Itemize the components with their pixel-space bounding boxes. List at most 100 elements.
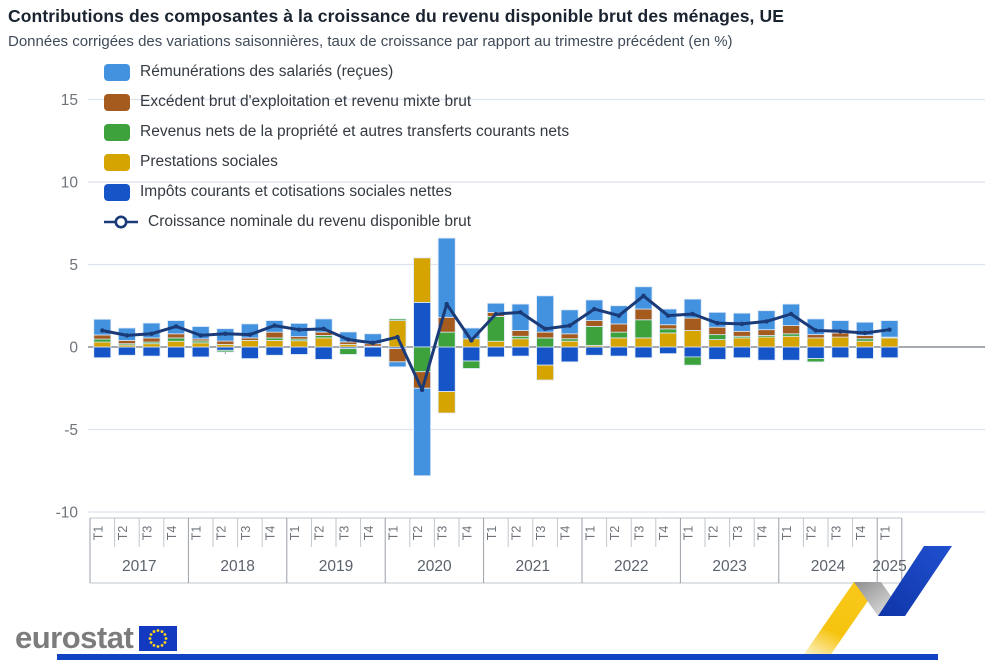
bar-segment-series3[interactable] <box>560 333 579 340</box>
bar-segment-series0[interactable] <box>610 346 628 357</box>
bar-segment-series1[interactable] <box>659 332 677 348</box>
bar-segment-series1[interactable] <box>831 336 850 348</box>
bar-segment-series0[interactable] <box>290 346 309 355</box>
bar-segment-series1[interactable] <box>782 335 800 348</box>
bar-segment-series1[interactable] <box>733 337 751 348</box>
line-point-marker[interactable] <box>149 331 154 336</box>
bar-segment-series0[interactable] <box>708 346 727 360</box>
bar-segment-series3[interactable] <box>118 339 136 345</box>
bar-segment-series2[interactable] <box>339 348 358 355</box>
bar-segment-series0[interactable] <box>314 346 333 360</box>
bar-segment-series3[interactable] <box>511 330 530 337</box>
bar-segment-series2[interactable] <box>806 358 825 363</box>
bar-segment-series0[interactable] <box>265 346 284 356</box>
bar-segment-series3[interactable] <box>806 334 825 339</box>
bar-segment-series0[interactable] <box>856 346 874 359</box>
bar-segment-series3[interactable] <box>93 334 112 340</box>
line-point-marker[interactable] <box>223 331 228 336</box>
bar-segment-series0[interactable] <box>831 346 850 359</box>
bar-segment-series3[interactable] <box>782 325 800 335</box>
legend-item[interactable]: Rémunérations des salariés (reçues) <box>104 60 569 84</box>
bar-segment-series0[interactable] <box>142 346 161 357</box>
bar-segment-series0[interactable] <box>585 346 604 356</box>
line-point-marker[interactable] <box>198 333 203 338</box>
bar-segment-series3[interactable] <box>708 326 727 336</box>
line-point-marker[interactable] <box>715 320 720 326</box>
line-point-marker[interactable] <box>788 311 794 317</box>
line-point-marker[interactable] <box>542 326 548 332</box>
bar-segment-series0[interactable] <box>216 346 235 351</box>
bar-segment-series3[interactable] <box>265 331 284 339</box>
bar-segment-series0[interactable] <box>462 346 481 362</box>
bar-segment-series3[interactable] <box>216 340 235 345</box>
line-point-marker[interactable] <box>346 337 351 342</box>
line-point-marker[interactable] <box>272 323 277 328</box>
line-point-marker[interactable] <box>444 301 449 307</box>
line-point-marker[interactable] <box>641 293 646 299</box>
line-point-marker[interactable] <box>838 329 843 334</box>
legend-item[interactable]: Croissance nominale du revenu disponible… <box>104 210 569 234</box>
bar-segment-series2[interactable] <box>93 338 112 343</box>
bar-segment-series3[interactable] <box>167 333 186 339</box>
bar-segment-series3[interactable] <box>610 323 628 333</box>
bar-segment-series3[interactable] <box>634 308 653 321</box>
bar-segment-series2[interactable] <box>683 356 702 366</box>
bar-segment-series2[interactable] <box>216 349 235 353</box>
bar-segment-series0[interactable] <box>683 346 702 358</box>
bar-segment-series1[interactable] <box>511 338 530 348</box>
line-point-marker[interactable] <box>690 311 695 317</box>
bar-segment-series3[interactable] <box>659 324 677 330</box>
bar-segment-series0[interactable] <box>437 346 456 392</box>
bar-segment-series1[interactable] <box>191 342 210 348</box>
line-point-marker[interactable] <box>764 319 769 324</box>
line-point-marker[interactable] <box>296 327 302 332</box>
bar-segment-series4[interactable] <box>560 309 579 335</box>
bar-segment-series0[interactable] <box>363 346 382 358</box>
bar-segment-series0[interactable] <box>560 346 579 363</box>
bar-segment-series1[interactable] <box>437 391 456 414</box>
bar-segment-series1[interactable] <box>167 340 186 348</box>
line-point-marker[interactable] <box>862 330 868 336</box>
bar-segment-series3[interactable] <box>856 335 874 340</box>
bar-segment-series1[interactable] <box>757 336 776 348</box>
bar-segment-series3[interactable] <box>585 320 604 327</box>
bar-segment-series2[interactable] <box>437 331 456 348</box>
bar-segment-series1[interactable] <box>486 340 505 348</box>
bar-segment-series0[interactable] <box>757 346 776 361</box>
line-point-marker[interactable] <box>616 313 622 318</box>
bar-segment-series2[interactable] <box>585 325 604 346</box>
bar-segment-series3[interactable] <box>733 330 751 337</box>
line-point-marker[interactable] <box>813 328 818 333</box>
bar-segment-series1[interactable] <box>806 337 825 348</box>
bar-segment-series0[interactable] <box>511 346 530 357</box>
bar-segment-series1[interactable] <box>142 343 161 348</box>
bar-segment-series1[interactable] <box>560 340 579 348</box>
bar-segment-series1[interactable] <box>240 339 259 348</box>
line-point-marker[interactable] <box>567 323 572 328</box>
bar-segment-series1[interactable] <box>536 364 554 381</box>
bar-segment-series1[interactable] <box>314 337 333 348</box>
bar-segment-series0[interactable] <box>880 346 899 359</box>
bar-segment-series0[interactable] <box>782 346 800 361</box>
bar-segment-series3[interactable] <box>683 317 702 331</box>
bar-segment-series1[interactable] <box>610 337 628 348</box>
bar-segment-series1[interactable] <box>683 330 702 348</box>
bar-segment-series2[interactable] <box>708 334 727 340</box>
legend-item[interactable]: Impôts courants et cotisations sociales … <box>104 180 569 204</box>
bar-segment-series1[interactable] <box>290 340 309 348</box>
bar-segment-series0[interactable] <box>659 346 677 354</box>
bar-segment-series1[interactable] <box>388 320 407 348</box>
bar-segment-series1[interactable] <box>265 339 284 348</box>
line-point-marker[interactable] <box>124 333 130 338</box>
line-point-marker[interactable] <box>493 311 499 317</box>
bar-segment-series0[interactable] <box>118 346 136 356</box>
bar-segment-series3[interactable] <box>536 331 554 339</box>
bar-segment-series0[interactable] <box>486 346 505 358</box>
bar-segment-series0[interactable] <box>93 346 112 359</box>
bar-segment-series0[interactable] <box>634 346 653 359</box>
bar-segment-series2[interactable] <box>659 328 677 334</box>
bar-segment-series1[interactable] <box>708 339 727 348</box>
bar-segment-series0[interactable] <box>240 346 259 359</box>
bar-segment-series1[interactable] <box>634 337 653 348</box>
bar-segment-series3[interactable] <box>142 337 161 343</box>
